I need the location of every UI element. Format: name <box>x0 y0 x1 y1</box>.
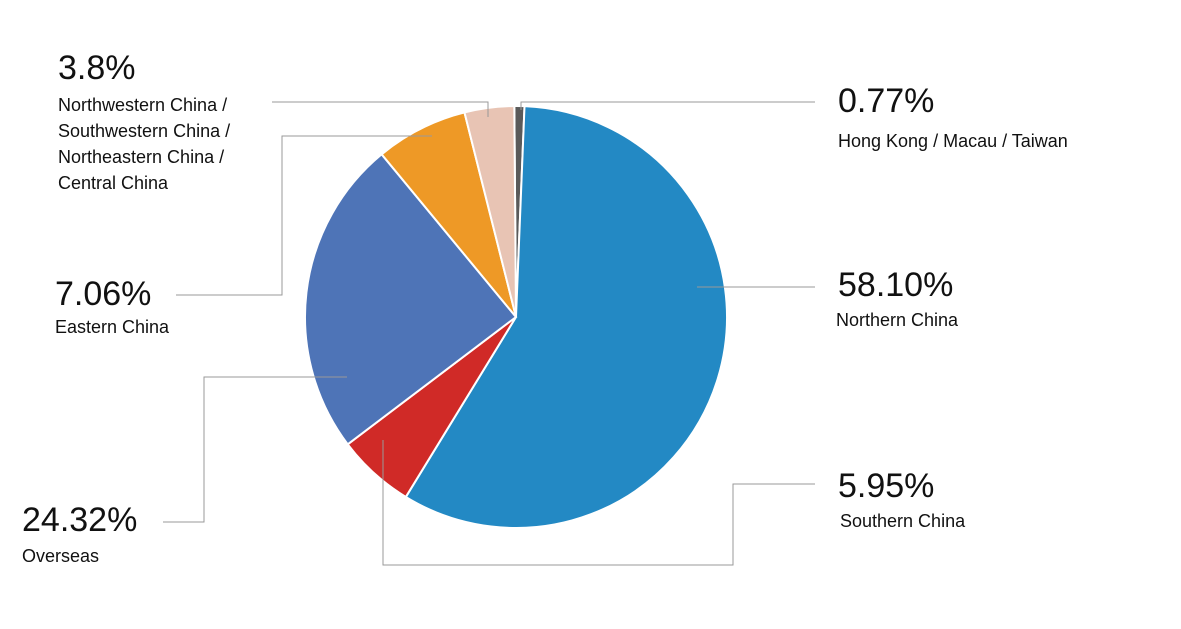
pie-slice <box>463 104 517 318</box>
value-label: 7.06% <box>55 275 152 313</box>
value-label: 5.95% <box>838 467 935 505</box>
leader-line <box>163 376 347 523</box>
slice-label: Overseas <box>22 546 100 566</box>
value-label: 24.32% <box>22 501 138 539</box>
pie-slice <box>404 105 728 529</box>
slice-label: Northwestern China / Southwestern China … <box>58 95 231 193</box>
leader-line <box>520 101 815 110</box>
slice-label: Northern China <box>836 310 959 330</box>
slice-label: Eastern China <box>55 317 170 337</box>
leader-line <box>272 101 489 117</box>
value-label: 58.10% <box>838 266 954 304</box>
leader-line <box>176 135 432 296</box>
value-label: 0.77% <box>838 82 935 120</box>
slice-label: Southern China <box>840 511 966 531</box>
value-label: 3.8% <box>58 49 136 87</box>
leader-line <box>382 440 815 566</box>
slice-label: Hong Kong / Macau / Taiwan <box>838 131 1068 151</box>
pie-slice <box>304 152 518 446</box>
